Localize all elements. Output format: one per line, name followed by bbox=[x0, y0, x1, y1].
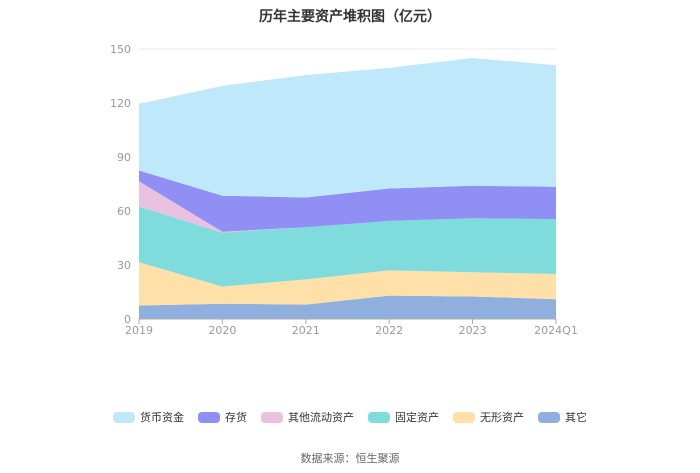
y-tick-label: 0 bbox=[124, 313, 131, 326]
area-series-固定资产[interactable] bbox=[139, 206, 556, 287]
legend-swatch bbox=[453, 411, 475, 423]
legend-label: 货币资金 bbox=[140, 411, 184, 424]
area-series-存货[interactable] bbox=[139, 170, 556, 232]
x-tick-label: 2019 bbox=[125, 324, 153, 337]
x-tick-label: 2023 bbox=[459, 324, 487, 337]
stacked-areas bbox=[139, 58, 556, 319]
x-tick-label: 2021 bbox=[292, 324, 320, 337]
legend-item[interactable]: 其它 bbox=[538, 409, 587, 425]
legend-swatch bbox=[538, 411, 560, 423]
y-tick-label: 60 bbox=[117, 205, 131, 218]
legend-item[interactable]: 货币资金 bbox=[113, 409, 184, 425]
y-tick-label: 90 bbox=[117, 151, 131, 164]
legend-label: 其他流动资产 bbox=[288, 411, 354, 424]
x-tick-label: 2022 bbox=[375, 324, 403, 337]
y-tick-label: 30 bbox=[117, 259, 131, 272]
legend-label: 无形资产 bbox=[480, 411, 524, 424]
area-series-无形资产[interactable] bbox=[139, 262, 556, 306]
legend-swatch bbox=[261, 411, 283, 423]
chart-title: 历年主要资产堆积图（亿元） bbox=[259, 9, 441, 25]
area-series-货币资金[interactable] bbox=[139, 58, 556, 198]
legend-item[interactable]: 其他流动资产 bbox=[261, 409, 354, 425]
legend-item[interactable]: 无形资产 bbox=[453, 409, 524, 425]
area-series-其它[interactable] bbox=[139, 295, 556, 319]
y-tick-label: 150 bbox=[110, 43, 131, 56]
legend-swatch bbox=[113, 411, 135, 423]
axes: 0 30 60 90 120 150 2019 2020 2021 2022 2023 2024Q1 bbox=[110, 43, 578, 337]
source-note: 数据来源：恒生聚源 bbox=[300, 452, 400, 465]
legend-label: 固定资产 bbox=[395, 411, 439, 424]
legend-item[interactable]: 存货 bbox=[198, 409, 247, 425]
x-tick-label: 2020 bbox=[208, 324, 236, 337]
y-tick-label: 120 bbox=[110, 97, 131, 110]
legend-item[interactable]: 固定资产 bbox=[368, 409, 439, 425]
legend: 货币资金 存货 其他流动资产 固定资产 无形资产 其它 bbox=[0, 409, 700, 425]
legend-label: 其它 bbox=[565, 411, 587, 424]
legend-swatch bbox=[368, 411, 390, 423]
legend-label: 存货 bbox=[225, 411, 247, 424]
x-tick-label: 2024Q1 bbox=[534, 324, 578, 337]
legend-swatch bbox=[198, 411, 220, 423]
